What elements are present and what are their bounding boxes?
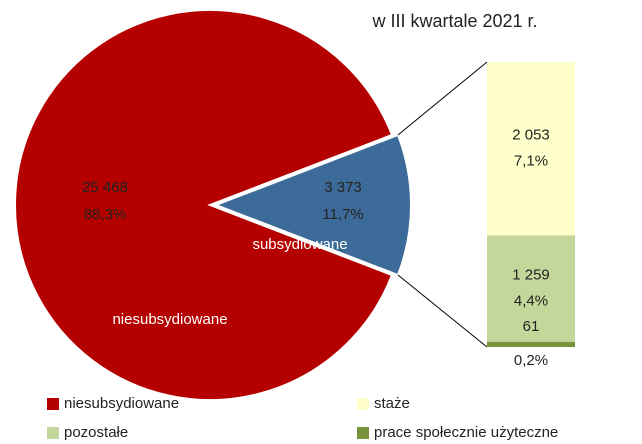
legend-label: staże [374, 395, 410, 412]
data-label: 7,1% [514, 153, 548, 170]
legend-label: prace społecznie użyteczne [374, 424, 558, 441]
bar-segment [487, 235, 575, 342]
data-label: 0,2% [514, 352, 548, 369]
data-label: 25 468 [82, 179, 128, 196]
legend-swatch [357, 398, 369, 410]
bar-segment [487, 62, 575, 236]
legend-label: niesubsydiowane [64, 395, 179, 412]
data-label: 4,4% [514, 293, 548, 310]
pie-slice [213, 133, 412, 277]
pie-slice [14, 9, 394, 401]
data-label: 88,3% [84, 206, 127, 223]
connector [397, 61, 488, 136]
legend-swatch [47, 427, 59, 439]
chart-title: w III kwartale 2021 r. [371, 11, 537, 31]
category-label: niesubsydiowane [112, 311, 227, 328]
bar-segment [487, 341, 575, 347]
legend-label: pozostałe [64, 424, 128, 441]
data-label: 1 259 [512, 267, 550, 284]
data-label: 61 [523, 318, 540, 335]
data-label: 2 053 [512, 127, 550, 144]
legend-swatch [357, 427, 369, 439]
legend-swatch [47, 398, 59, 410]
data-label: 3 373 [324, 179, 362, 196]
category-label: subsydiowane [252, 236, 347, 253]
connector [397, 274, 488, 348]
data-label: 11,7% [322, 206, 363, 223]
